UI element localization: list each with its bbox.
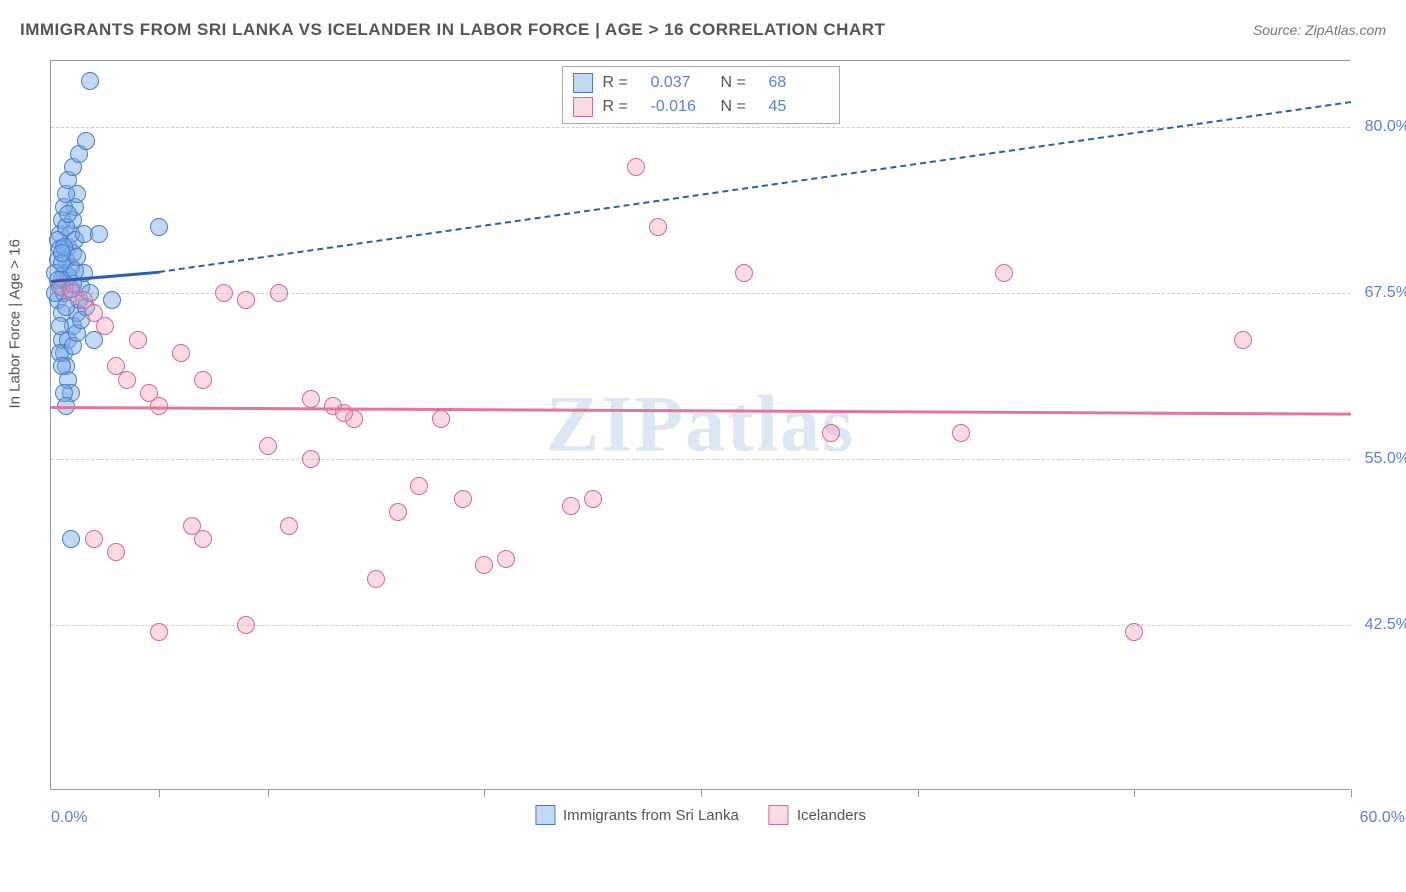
- data-point: [81, 72, 99, 90]
- data-point: [150, 623, 168, 641]
- n-label: N =: [721, 74, 759, 92]
- data-point: [735, 264, 753, 282]
- data-point: [822, 424, 840, 442]
- legend-swatch-blue: [535, 805, 555, 825]
- data-point: [53, 244, 71, 262]
- data-point: [90, 225, 108, 243]
- data-point: [1234, 331, 1252, 349]
- data-point: [59, 205, 77, 223]
- n-value: 68: [769, 74, 829, 92]
- data-point: [237, 616, 255, 634]
- data-point: [649, 218, 667, 236]
- n-label: N =: [721, 98, 759, 116]
- data-point: [389, 503, 407, 521]
- data-point: [302, 450, 320, 468]
- data-point: [215, 284, 233, 302]
- chart-source: Source: ZipAtlas.com: [1253, 22, 1386, 38]
- data-point: [53, 357, 71, 375]
- y-tick-label: 42.5%: [1365, 616, 1406, 634]
- x-tick: [918, 789, 919, 797]
- data-point: [270, 284, 288, 302]
- data-point: [172, 344, 190, 362]
- data-point: [562, 497, 580, 515]
- watermark: ZIPatlas: [546, 380, 855, 471]
- legend-row: R = -0.016 N = 45: [573, 95, 829, 119]
- x-tick: [159, 789, 160, 797]
- data-point: [183, 517, 201, 535]
- x-tick: [268, 789, 269, 797]
- correlation-legend: R = 0.037 N = 68 R = -0.016 N = 45: [562, 66, 840, 124]
- x-tick: [1134, 789, 1135, 797]
- data-point: [107, 543, 125, 561]
- data-point: [410, 477, 428, 495]
- legend-label: Immigrants from Sri Lanka: [563, 807, 739, 824]
- scatter-chart: ZIPatlas R = 0.037 N = 68 R = -0.016 N =…: [50, 60, 1350, 790]
- data-point: [259, 437, 277, 455]
- data-point: [475, 556, 493, 574]
- data-point: [432, 410, 450, 428]
- data-point: [85, 530, 103, 548]
- data-point: [1125, 623, 1143, 641]
- data-point: [150, 218, 168, 236]
- data-point: [62, 530, 80, 548]
- x-tick: [1351, 789, 1352, 797]
- legend-label: Icelanders: [797, 807, 866, 824]
- legend-swatch-blue: [573, 73, 593, 93]
- y-tick-label: 80.0%: [1365, 118, 1406, 136]
- legend-row: R = 0.037 N = 68: [573, 71, 829, 95]
- series-legend: Immigrants from Sri Lanka Icelanders: [535, 805, 866, 825]
- y-tick-label: 67.5%: [1365, 284, 1406, 302]
- data-point: [96, 317, 114, 335]
- chart-title: IMMIGRANTS FROM SRI LANKA VS ICELANDER I…: [20, 20, 885, 40]
- data-point: [103, 291, 121, 309]
- legend-item: Immigrants from Sri Lanka: [535, 805, 739, 825]
- data-point: [194, 371, 212, 389]
- x-tick: [701, 789, 702, 797]
- legend-swatch-pink: [769, 805, 789, 825]
- data-point: [584, 490, 602, 508]
- legend-item: Icelanders: [769, 805, 866, 825]
- r-value: -0.016: [651, 98, 711, 116]
- n-value: 45: [769, 98, 829, 116]
- x-axis-min-label: 0.0%: [51, 809, 87, 827]
- data-point: [995, 264, 1013, 282]
- chart-header: IMMIGRANTS FROM SRI LANKA VS ICELANDER I…: [20, 20, 1386, 40]
- data-point: [627, 158, 645, 176]
- legend-swatch-pink: [573, 97, 593, 117]
- x-tick: [484, 789, 485, 797]
- data-point: [280, 517, 298, 535]
- data-point: [497, 550, 515, 568]
- data-point: [952, 424, 970, 442]
- data-point: [129, 331, 147, 349]
- r-label: R =: [603, 74, 641, 92]
- data-point: [454, 490, 472, 508]
- data-point: [118, 371, 136, 389]
- data-point: [237, 291, 255, 309]
- trend-line: [51, 406, 1351, 416]
- data-point: [367, 570, 385, 588]
- data-point: [77, 132, 95, 150]
- data-point: [335, 404, 353, 422]
- data-point: [302, 390, 320, 408]
- x-axis-max-label: 60.0%: [1360, 809, 1405, 827]
- y-axis-title: In Labor Force | Age > 16: [7, 239, 24, 408]
- r-value: 0.037: [651, 74, 711, 92]
- r-label: R =: [603, 98, 641, 116]
- gridline: [51, 459, 1350, 460]
- y-tick-label: 55.0%: [1365, 450, 1406, 468]
